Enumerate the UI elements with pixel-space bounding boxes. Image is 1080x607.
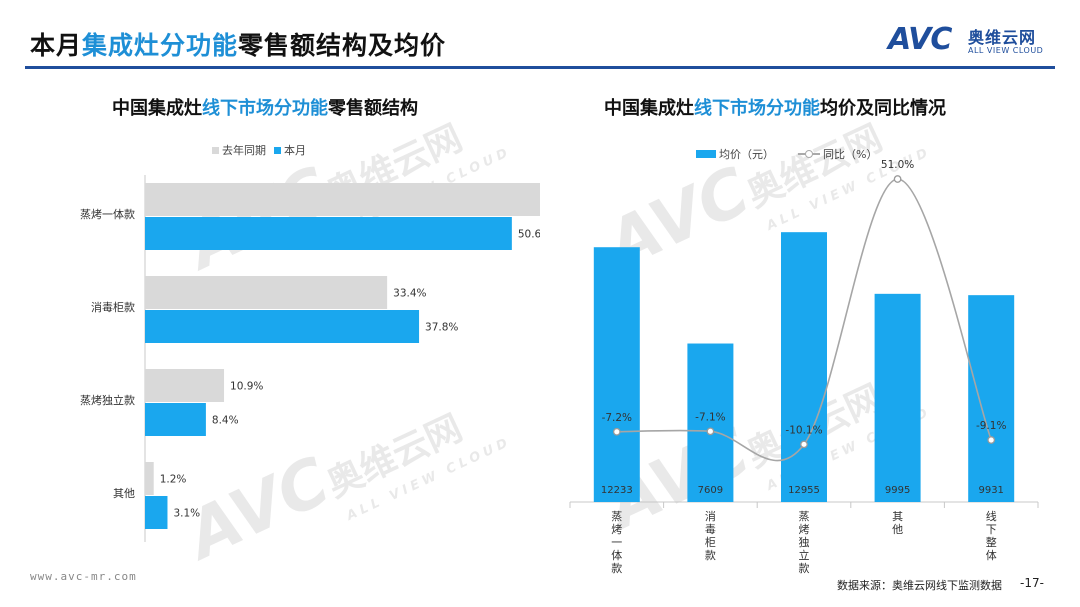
bar-this-month — [145, 496, 168, 529]
footer-source: 数据来源：奥维云网线下监测数据 — [837, 579, 1002, 592]
bar-avg-price — [874, 293, 921, 502]
yoy-point — [893, 175, 902, 183]
right-chart-legend: 均价（元） 同比（%） — [696, 146, 885, 162]
category-label-char: 毒 — [705, 523, 716, 536]
footer-url: www.avc-mr.com — [30, 570, 137, 583]
right-chart-title: 中国集成灶线下市场分功能均价及同比情况 — [604, 94, 946, 120]
bar-avg-price — [968, 295, 1015, 502]
category-label-char: 下 — [986, 523, 997, 536]
category-label-char: 独 — [799, 536, 810, 549]
title-suffix: 零售额结构及均价 — [238, 31, 447, 60]
bar-avg-price — [687, 343, 734, 502]
title-prefix: 本月 — [30, 31, 83, 60]
category-label-char: 款 — [611, 561, 622, 575]
left-title-highlight: 线下市场分功能 — [202, 98, 328, 119]
bar-value-label: 12955 — [788, 485, 820, 496]
bar-value-label: 12233 — [601, 485, 633, 496]
yoy-data-label: 51.0% — [881, 159, 914, 171]
legend-item-this-month: 本月 — [274, 142, 306, 158]
category-label: 消毒柜款 — [91, 300, 135, 314]
right-title-prefix: 中国集成灶 — [604, 98, 694, 119]
category-label-char: 线 — [986, 509, 997, 523]
data-label: 3.1% — [173, 508, 200, 520]
yoy-point — [800, 440, 808, 449]
legend-label: 本月 — [284, 144, 306, 157]
bar-this-month — [145, 217, 512, 250]
page-title: 本月集成灶分功能零售额结构及均价 — [30, 26, 446, 62]
data-label: 10.9% — [230, 381, 263, 393]
category-label: 蒸烤独立款 — [80, 393, 135, 407]
category-label: 蒸烤一体款 — [80, 207, 135, 221]
legend-line-swatch — [798, 149, 820, 159]
left-bar-chart: 蒸烤一体款54.5%50.6%消毒柜款33.4%37.8%蒸烤独立款10.9%8… — [80, 175, 540, 542]
category-label-char: 蒸 — [611, 510, 622, 523]
yoy-data-label: -7.2% — [602, 412, 632, 424]
yoy-data-label: -7.1% — [695, 411, 725, 423]
legend-swatch — [212, 146, 219, 154]
legend-label: 同比（%） — [823, 148, 878, 161]
avc-logo: AVC 奥维云网 ALL VIEW CLOUD — [888, 20, 1058, 64]
data-label: 37.8% — [425, 322, 458, 334]
legend-label: 均价（元） — [719, 148, 774, 161]
category-label-char: 整 — [986, 535, 997, 549]
legend-swatch — [696, 150, 716, 158]
category-label-char: 烤 — [611, 522, 622, 536]
left-title-suffix: 零售额结构 — [328, 98, 418, 119]
bar-this-month — [145, 403, 206, 436]
data-label: 50.6% — [518, 229, 540, 241]
category-label-char: 其 — [892, 510, 903, 523]
data-label: 1.2% — [160, 474, 187, 486]
bar-last-year — [145, 276, 388, 309]
yoy-point — [612, 427, 621, 436]
legend-item-yoy: 同比（%） — [798, 146, 877, 162]
category-label-char: 立 — [799, 548, 810, 562]
category-label-char: 款 — [705, 548, 716, 562]
right-combo-chart: 12233蒸烤一体款7609消毒柜款12955蒸烤独立款9995其他9931线下… — [569, 159, 1039, 575]
category-label-char: 体 — [986, 548, 997, 562]
header-divider — [25, 66, 1055, 69]
bar-value-label: 7609 — [698, 485, 723, 496]
left-chart-title: 中国集成灶线下市场分功能零售额结构 — [112, 94, 418, 120]
right-title-suffix: 均价及同比情况 — [820, 98, 946, 119]
page-number: -17- — [1020, 576, 1044, 590]
yoy-data-label: -9.1% — [976, 420, 1006, 432]
yoy-point — [706, 427, 715, 436]
bar-last-year — [145, 369, 225, 402]
category-label-char: 体 — [611, 548, 622, 562]
legend-item-avg-price: 均价（元） — [696, 146, 774, 162]
logo-english: ALL VIEW CLOUD — [968, 46, 1044, 55]
title-highlight: 集成灶分功能 — [82, 31, 239, 60]
category-label-char: 消 — [705, 509, 716, 523]
data-label: 8.4% — [212, 415, 239, 427]
left-chart-legend: 去年同期 本月 — [212, 142, 314, 158]
category-label: 其他 — [113, 487, 135, 500]
category-label-char: 他 — [892, 523, 903, 536]
bar-value-label: 9931 — [978, 485, 1003, 496]
category-label-char: 蒸 — [799, 510, 810, 523]
left-title-prefix: 中国集成灶 — [112, 98, 202, 119]
legend-label: 去年同期 — [222, 144, 266, 157]
category-label-char: 烤 — [799, 522, 810, 536]
bar-avg-price — [593, 247, 640, 502]
right-title-highlight: 线下市场分功能 — [694, 98, 820, 119]
logo-chinese: 奥维云网 — [968, 28, 1037, 47]
bar-avg-price — [781, 232, 827, 502]
logo-mark: AVC — [888, 22, 952, 57]
legend-swatch — [274, 146, 281, 154]
bar-last-year — [145, 462, 154, 495]
yoy-data-label: -10.1% — [785, 424, 822, 436]
bar-value-label: 9995 — [885, 485, 910, 496]
category-label-char: 柜 — [705, 536, 716, 549]
category-label-char: 款 — [799, 561, 810, 575]
legend-item-last-year: 去年同期 — [212, 142, 266, 158]
bar-this-month — [145, 310, 420, 343]
data-label: 33.4% — [393, 288, 426, 300]
category-label-char: 一 — [611, 536, 622, 549]
bar-last-year — [145, 183, 540, 216]
yoy-point — [987, 436, 996, 444]
